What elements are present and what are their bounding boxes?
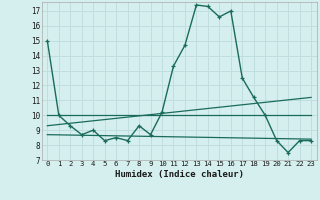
X-axis label: Humidex (Indice chaleur): Humidex (Indice chaleur) bbox=[115, 170, 244, 179]
